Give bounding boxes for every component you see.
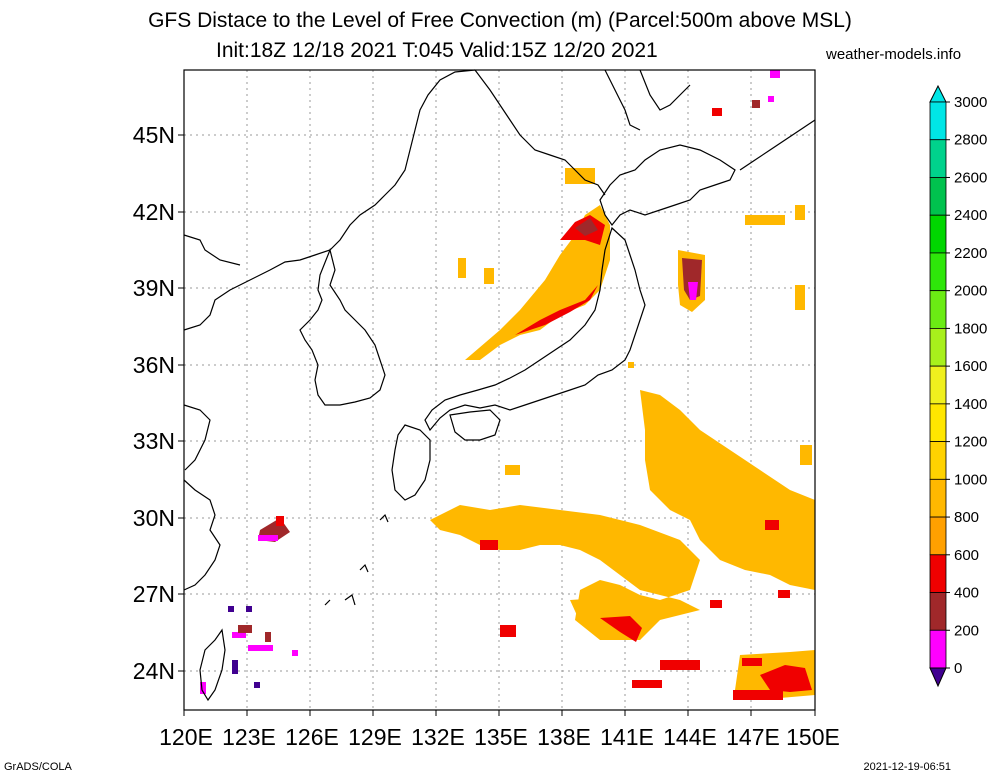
lon-label: 144E xyxy=(663,724,717,750)
colorbar-segment xyxy=(929,177,947,216)
colorbar-segment xyxy=(929,365,947,405)
coastlines xyxy=(183,69,816,702)
lon-label: 132E xyxy=(411,724,465,750)
lon-ticks xyxy=(183,710,816,716)
lfc-shading xyxy=(200,70,815,700)
lat-label: 24N xyxy=(133,658,175,684)
lat-label: 33N xyxy=(133,428,175,454)
colorbar-label: 2800 xyxy=(954,132,987,149)
map-subtitle: Init:18Z 12/18 2021 T:045 Valid:15Z 12/2… xyxy=(216,39,658,62)
colorbar-label: 2400 xyxy=(954,207,987,224)
colorbar-label: 2200 xyxy=(954,245,987,262)
colorbar-segment xyxy=(929,403,947,443)
lon-label: 123E xyxy=(222,724,276,750)
lat-label: 42N xyxy=(133,199,175,225)
lat-label: 27N xyxy=(133,581,175,607)
colorbar: 3000280026002400220020001800160014001200… xyxy=(929,84,987,688)
lon-label: 120E xyxy=(159,724,213,750)
colorbar-label: 1200 xyxy=(954,434,987,451)
colorbar-segment xyxy=(929,441,947,480)
colorbar-label: 400 xyxy=(954,585,979,602)
lat-label: 30N xyxy=(133,505,175,531)
colorbar-segment xyxy=(929,592,947,631)
lon-label: 138E xyxy=(537,724,591,750)
lon-label: 129E xyxy=(348,724,402,750)
lon-label: 126E xyxy=(285,724,339,750)
colorbar-label: 0 xyxy=(954,660,962,677)
lon-label: 141E xyxy=(600,724,654,750)
colorbar-label: 1600 xyxy=(954,358,987,375)
colorbar-bottom-arrow xyxy=(929,667,947,688)
lat-labels: 45N 42N 39N 36N 33N 30N 27N 24N xyxy=(133,122,175,684)
lon-label: 147E xyxy=(726,724,780,750)
colorbar-segment xyxy=(929,139,947,178)
lat-ticks xyxy=(178,134,184,672)
colorbar-label: 800 xyxy=(954,509,979,526)
colorbar-label: 1400 xyxy=(954,396,987,413)
colorbar-segment xyxy=(929,516,947,556)
colorbar-label: 600 xyxy=(954,547,979,564)
colorbar-segment xyxy=(929,478,947,518)
colorbar-label: 1000 xyxy=(954,471,987,488)
colorbar-segment xyxy=(929,252,947,292)
colorbar-segment xyxy=(929,554,947,593)
colorbar-segment xyxy=(929,214,947,254)
colorbar-top-arrow xyxy=(929,84,947,103)
colorbar-label: 2600 xyxy=(954,169,987,186)
colorbar-label: 200 xyxy=(954,622,979,639)
colorbar-label: 1800 xyxy=(954,320,987,337)
source-label: weather-models.info xyxy=(826,46,962,63)
map-title: GFS Distace to the Level of Free Convect… xyxy=(148,9,852,32)
footer-left: GrADS/COLA xyxy=(4,761,72,773)
lon-labels: 120E 123E 126E 129E 132E 135E 138E 141E … xyxy=(159,724,840,750)
colorbar-segment xyxy=(929,101,947,141)
graticule xyxy=(184,70,815,710)
colorbar-segment xyxy=(929,290,947,329)
lon-label: 150E xyxy=(786,724,840,750)
colorbar-label: 2000 xyxy=(954,283,987,300)
lat-label: 36N xyxy=(133,352,175,378)
lat-label: 39N xyxy=(133,275,175,301)
footer-right: 2021-12-19-06:51 xyxy=(863,761,951,773)
colorbar-segment xyxy=(929,327,947,367)
colorbar-label: 3000 xyxy=(954,94,987,111)
lon-label: 135E xyxy=(474,724,528,750)
lat-label: 45N xyxy=(133,122,175,148)
colorbar-segment xyxy=(929,629,947,669)
